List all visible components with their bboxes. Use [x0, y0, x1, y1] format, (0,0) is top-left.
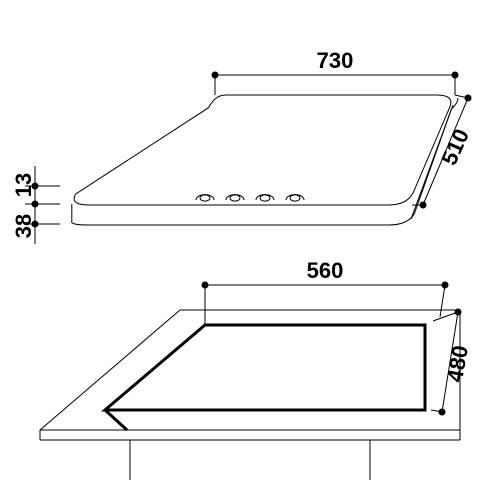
knob-2 — [226, 195, 244, 200]
dim-cutout-depth-label: 480 — [442, 343, 473, 384]
hob-knobs — [196, 195, 304, 202]
cutout-body — [105, 325, 425, 410]
dim-top-width-label: 730 — [317, 48, 354, 73]
knob-4 — [286, 195, 304, 200]
dim-top-depth-label: 510 — [436, 125, 474, 169]
dim-cutout-width-label: 560 — [307, 258, 344, 283]
cutout-hole — [105, 325, 425, 410]
knob-3 — [256, 195, 274, 200]
knob-1 — [196, 195, 214, 200]
dim-thickness-lower-label: 38 — [11, 214, 36, 238]
hob-body — [72, 95, 458, 225]
dim-thickness-upper-label: 13 — [11, 173, 36, 197]
